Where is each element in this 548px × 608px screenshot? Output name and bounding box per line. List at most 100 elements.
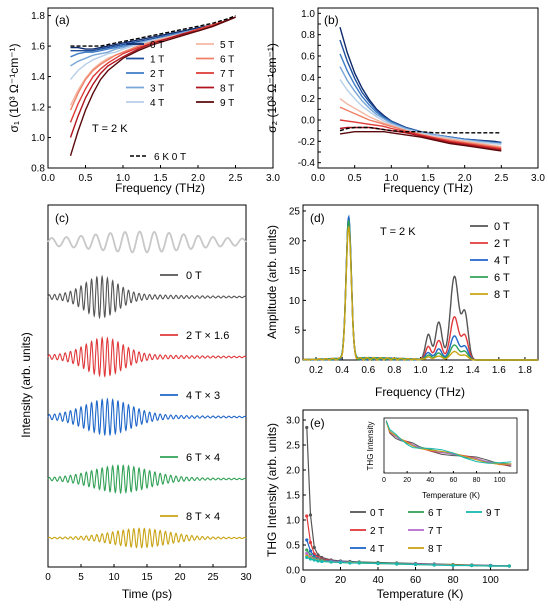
legend-label: 9 T <box>486 508 500 519</box>
y-tick-label: 20 <box>289 236 301 247</box>
inset-x-tick-label: 20 <box>403 477 411 484</box>
x-tick-label: 0 <box>300 575 306 586</box>
data-point <box>432 563 436 567</box>
inset-xlabel: Temperature (K) <box>422 491 480 500</box>
x-tick-label: 0.5 <box>79 173 93 184</box>
panel-b-label: (b) <box>324 13 339 27</box>
legend-label: 8 T <box>494 289 510 301</box>
x-tick-label: 3.0 <box>531 173 545 184</box>
y-tick-label: 5 <box>294 326 300 337</box>
data-point <box>413 562 418 567</box>
y-tick-label: 2.0 <box>286 466 300 477</box>
x-tick-label: 20 <box>335 575 347 586</box>
x-tick-label: 0.8 <box>387 365 401 376</box>
inset-ylabel: THG Intensity <box>366 422 375 471</box>
y-tick-label: 0.8 <box>31 164 45 175</box>
series-line-6-K-0-T <box>70 14 236 47</box>
legend-label: 9 T <box>220 98 234 109</box>
x-tick-label: 0 <box>45 572 51 583</box>
data-point <box>451 563 455 568</box>
data-point <box>305 538 309 542</box>
series-line-9-T <box>69 16 236 157</box>
x-tick-label: 0.0 <box>311 173 325 184</box>
series-line-2-T <box>306 515 510 567</box>
panel-b-ylabel: σ₂ (10³ Ω⁻¹cm⁻¹) <box>265 43 279 133</box>
legend-label: 0 T <box>494 221 510 233</box>
y-tick-label: 1.6 <box>31 42 45 53</box>
trace-0 <box>47 230 247 254</box>
y-tick-label: 2.5 <box>286 441 300 452</box>
series-line-4-T <box>339 79 502 146</box>
series-line-9-T <box>339 130 502 152</box>
data-point <box>376 561 380 566</box>
series-line-0-T <box>339 27 502 144</box>
series-line-7-T <box>69 16 236 123</box>
y-tick-label: 0 <box>294 356 300 367</box>
x-tick-label: 2.5 <box>229 173 243 184</box>
y-tick-label: 10 <box>289 296 301 307</box>
y-tick-label: 15 <box>289 266 301 277</box>
y-tick-label: 0.5 <box>286 541 300 552</box>
x-tick-label: 15 <box>141 572 153 583</box>
series-line-7-T <box>339 119 502 150</box>
legend-label: 1 T <box>150 55 164 66</box>
inset-x-tick-label: 0 <box>382 477 386 484</box>
inset-frame <box>383 417 518 474</box>
y-tick-label: 0.6 <box>301 52 315 63</box>
legend-label: 6 T × 4 <box>186 452 220 464</box>
panel-b-xlabel: Frequency (THz) <box>383 181 473 195</box>
inset-line-9-T <box>385 421 512 464</box>
x-tick-label: 0.4 <box>335 365 349 376</box>
legend-label: 6 K 0 T <box>154 152 186 163</box>
series-line-8-T <box>339 126 502 151</box>
legend-label: 4 T <box>494 255 510 267</box>
legend-label: 2 T <box>370 526 384 537</box>
panel-d: (d) T = 2 K Frequency (THz) Amplitude (a… <box>265 204 539 399</box>
data-point <box>308 549 313 553</box>
legend-label: 8 T <box>428 544 442 555</box>
legend-label: 4 T <box>370 544 384 555</box>
y-tick-label: 0.4 <box>301 73 315 84</box>
y-tick-label: 1.2 <box>31 103 45 114</box>
inset-x-tick-label: 80 <box>473 477 481 484</box>
series-line-0-T <box>70 16 236 50</box>
x-tick-label: 0.2 <box>309 365 323 376</box>
data-point <box>308 557 313 561</box>
legend-label: 6 T <box>428 508 442 519</box>
data-point <box>312 558 316 562</box>
data-point <box>470 563 474 568</box>
x-tick-label: 1.0 <box>384 173 398 184</box>
panel-b: (b) Frequency (THz) σ₂ (10³ Ω⁻¹cm⁻¹) 0.0… <box>265 7 545 195</box>
x-tick-label: 1.6 <box>492 365 506 376</box>
panel-a-xlabel: Frequency (THz) <box>115 181 205 195</box>
panel-c-ylabel: Intensity (arb. units) <box>19 332 33 437</box>
panel-d-label: (d) <box>310 211 325 225</box>
series-line-6-T <box>339 106 502 149</box>
y-tick-label: 1.0 <box>286 516 300 527</box>
y-tick-label: 1.5 <box>286 491 300 502</box>
data-point <box>305 425 309 430</box>
panel-e-ylabel: THG Intensity (arb. units) <box>265 423 279 557</box>
panel-a-label: (a) <box>55 13 70 27</box>
x-tick-label: 2.0 <box>458 173 472 184</box>
data-point <box>308 513 313 517</box>
data-point <box>312 545 316 550</box>
legend-label: 4 T <box>150 98 164 109</box>
x-tick-label: 1.8 <box>518 365 532 376</box>
x-tick-label: 40 <box>372 575 384 586</box>
x-tick-label: 2.5 <box>494 173 508 184</box>
y-tick-label: 0.0 <box>286 566 300 577</box>
data-point <box>395 562 399 566</box>
legend-label: 4 T × 3 <box>186 390 220 402</box>
x-tick-label: 1.0 <box>414 365 428 376</box>
x-tick-label: 10 <box>108 572 120 583</box>
panel-c: (c) Time (ps) Intensity (arb. units) 0 5 1… <box>19 204 252 601</box>
panel-c-label: (c) <box>55 211 69 225</box>
y-tick-label: 0.8 <box>301 30 315 41</box>
legend-label: 2 T × 1.6 <box>186 330 229 342</box>
x-tick-label: 1.0 <box>116 173 130 184</box>
inset-x-tick-label: 60 <box>449 477 457 484</box>
panel-d-xlabel: Frequency (THz) <box>375 385 465 399</box>
legend-label: 7 T <box>428 526 442 537</box>
